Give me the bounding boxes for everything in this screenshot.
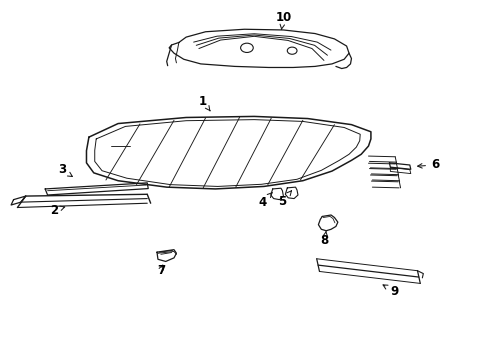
Text: 1: 1 [199,95,210,111]
Text: 9: 9 [382,285,398,298]
Text: 3: 3 [58,163,72,176]
Text: 4: 4 [258,193,271,209]
Text: 2: 2 [50,204,64,217]
Text: 7: 7 [157,264,164,276]
Text: 5: 5 [278,191,291,208]
Text: 10: 10 [275,11,291,30]
Text: 8: 8 [320,231,328,247]
Text: 6: 6 [417,158,438,171]
